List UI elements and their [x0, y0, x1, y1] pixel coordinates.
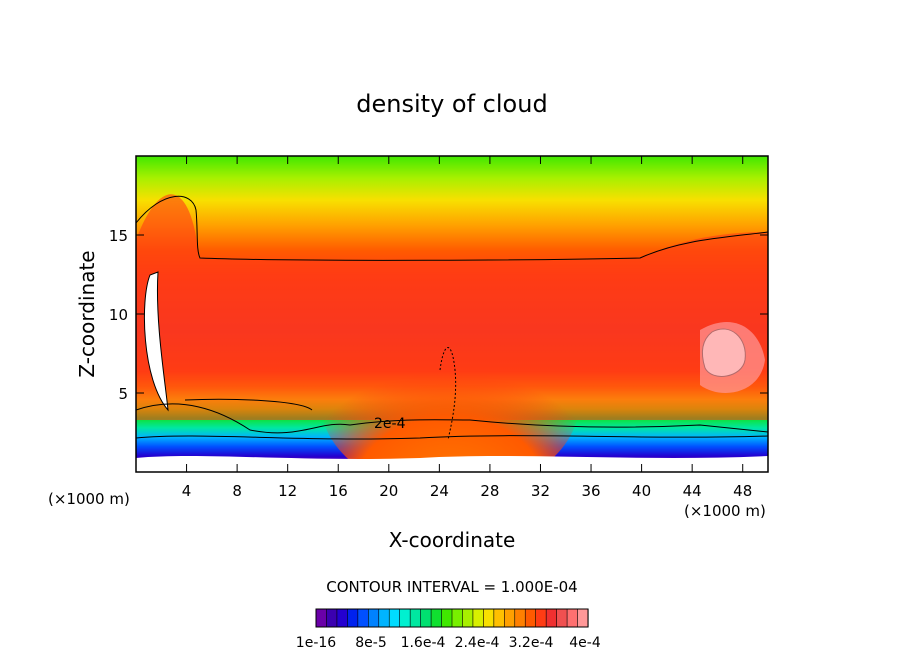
colorbar-swatch	[357, 608, 369, 628]
contour-label: 2e-4	[374, 416, 406, 432]
colorbar-tick-label: 1.6e-4	[401, 635, 446, 651]
x-tick-label: 32	[531, 482, 550, 500]
colorbar-swatch	[493, 608, 505, 628]
colorbar-swatch	[399, 608, 411, 628]
colorbar-swatch	[472, 608, 484, 628]
chart-title: density of cloud	[356, 90, 547, 118]
colorbar-swatch	[336, 608, 348, 628]
colorbar-swatch	[451, 608, 464, 628]
colorbar-tick-label: 3.2e-4	[509, 635, 554, 651]
x-tick-label: 36	[581, 482, 600, 500]
colorbar-swatch	[556, 608, 568, 628]
colorbar-tick-label: 1e-16	[296, 635, 336, 651]
colorbar-swatch	[514, 608, 526, 628]
colorbar-swatch	[388, 608, 401, 628]
colorbar-swatch	[368, 608, 380, 628]
colorbar-swatch	[566, 608, 579, 628]
colorbar-swatch	[326, 608, 338, 628]
x-tick-label: 28	[480, 482, 499, 500]
colorbar-swatch	[378, 608, 390, 628]
colorbar-swatch	[420, 608, 432, 628]
x-tick-label: 8	[232, 482, 242, 500]
x-unit-left: (×1000 m)	[48, 490, 130, 508]
colorbar-swatch	[483, 608, 495, 628]
y-tick-label: 10	[109, 306, 128, 324]
colorbar-frame	[315, 608, 589, 628]
colorbar-swatch	[409, 608, 422, 628]
colorbar-swatch	[347, 608, 359, 628]
colorbar-tick-label: 8e-5	[355, 635, 386, 651]
x-tick-label: 4	[182, 482, 192, 500]
colorbar	[315, 608, 589, 628]
y-axis: 5 10 15	[109, 227, 768, 403]
plot-area	[136, 156, 768, 472]
y-tick-label: 15	[109, 227, 128, 245]
colorbar-swatch	[315, 608, 328, 628]
x-tick-label: 40	[632, 482, 651, 500]
x-tick-label: 44	[683, 482, 702, 500]
x-tick-label: 48	[733, 482, 752, 500]
colorbar-tick-label: 4e-4	[569, 635, 601, 651]
y-tick-label: 5	[118, 385, 128, 403]
colorbar-swatch	[430, 608, 443, 628]
x-unit-right: (×1000 m)	[684, 502, 766, 520]
x-axis: 4 8 12 16 20 24 28 32 36 40 44 48	[182, 156, 752, 500]
colorbar-swatch	[577, 608, 589, 628]
x-tick-label: 20	[379, 482, 398, 500]
y-axis-label: Z-coordinate	[75, 250, 99, 377]
colorbar-tick-label: 2.4e-4	[455, 635, 500, 651]
x-tick-label: 12	[278, 482, 297, 500]
colorbar-swatch	[441, 608, 453, 628]
x-tick-label: 16	[329, 482, 348, 500]
colorbar-swatch	[545, 608, 558, 628]
colorbar-swatch	[524, 608, 537, 628]
x-axis-label: X-coordinate	[389, 528, 516, 552]
contour-interval-text: CONTOUR INTERVAL = 1.000E-04	[326, 578, 577, 596]
colorbar-swatch	[504, 608, 516, 628]
colorbar-swatch	[462, 608, 474, 628]
x-tick-label: 24	[430, 482, 449, 500]
colorbar-swatch	[535, 608, 547, 628]
colorbar-labels: 1e-16 8e-5 1.6e-4 2.4e-4 3.2e-4 4e-4	[296, 635, 601, 651]
